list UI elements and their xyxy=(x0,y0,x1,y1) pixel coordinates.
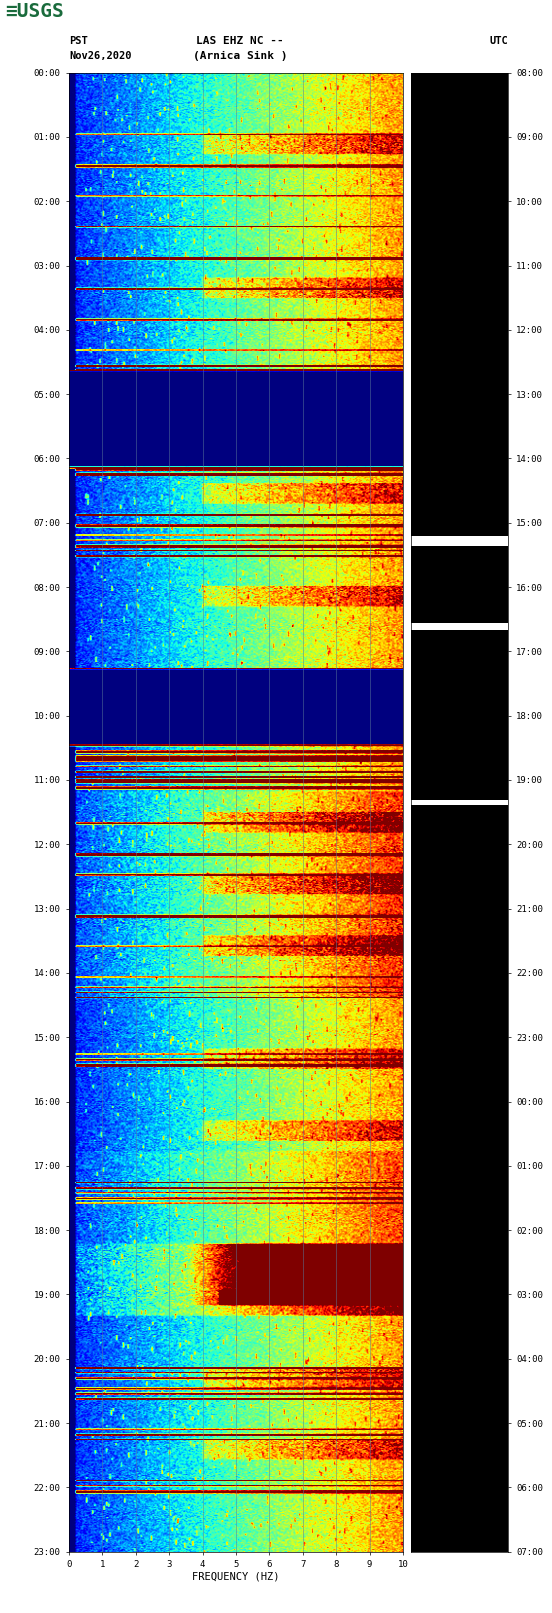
Text: LAS EHZ NC --: LAS EHZ NC -- xyxy=(197,35,284,45)
Text: ≡USGS: ≡USGS xyxy=(6,2,64,21)
Text: UTC: UTC xyxy=(489,35,508,45)
Bar xyxy=(411,536,508,545)
Text: PST: PST xyxy=(69,35,88,45)
Bar xyxy=(411,800,508,805)
X-axis label: FREQUENCY (HZ): FREQUENCY (HZ) xyxy=(192,1571,280,1582)
Text: Nov26,2020: Nov26,2020 xyxy=(69,52,131,61)
Text: (Arnica Sink ): (Arnica Sink ) xyxy=(193,52,288,61)
Bar xyxy=(411,623,508,631)
